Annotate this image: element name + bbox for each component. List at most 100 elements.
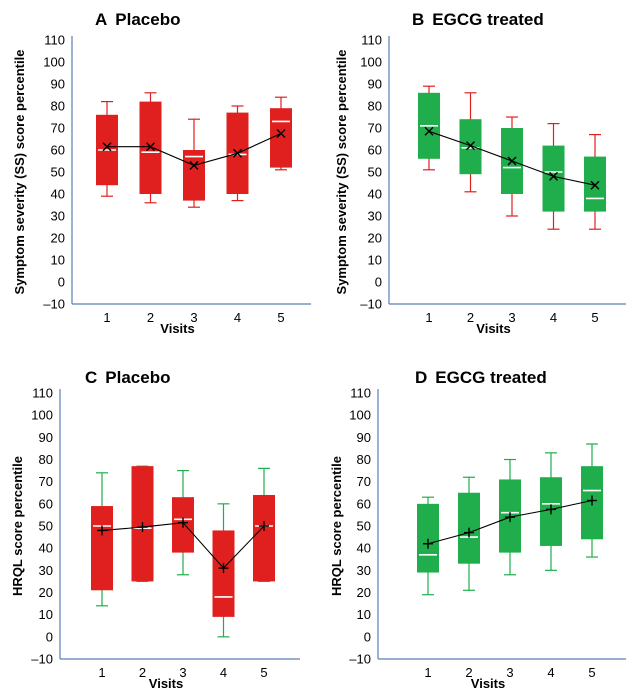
panel-a: A Placebo –10 0 10 20 30 40 50 60 70 80 90 100 110 1 2 3 4… (12, 10, 311, 336)
mean-marker (423, 538, 433, 549)
box-visit-3 (501, 116, 523, 217)
y-tick-label: 0 (58, 275, 65, 290)
y-tick-label: 40 (51, 187, 65, 202)
x-axis-label: Visits (149, 676, 183, 691)
box-visit-1 (91, 472, 113, 607)
y-tick-label: 30 (51, 209, 65, 224)
box-iqr (459, 119, 482, 175)
y-tick-label: 40 (368, 187, 382, 202)
y-tick-label: 20 (357, 585, 371, 600)
x-tick-label: 5 (260, 665, 267, 680)
y-tick-label: 20 (368, 231, 382, 246)
y-tick-label: –10 (31, 652, 53, 667)
mean-marker (137, 522, 148, 533)
box-iqr (139, 101, 162, 194)
y-tick-label: 110 (44, 33, 65, 48)
box-iqr (417, 503, 439, 573)
y-axis-label: Symptom severity (SS) score percentile (334, 50, 349, 295)
x-tick-label: 2 (147, 310, 154, 325)
mean-marker (178, 517, 188, 528)
y-tick-label: 50 (357, 519, 371, 534)
x-axis-label: Visits (471, 676, 505, 691)
x-tick-label: 2 (467, 310, 474, 325)
box-visit-5 (270, 96, 292, 171)
x-tick-label: 3 (190, 310, 197, 325)
panel-letter: B (412, 10, 424, 29)
y-tick-label: 90 (39, 430, 53, 445)
panel-title-text: EGCG treated (432, 10, 543, 29)
y-tick-label: 70 (39, 474, 53, 489)
x-tick-label: 4 (220, 665, 227, 680)
y-tick-label: 90 (51, 77, 65, 92)
y-tick-label: 70 (51, 121, 65, 136)
box-visit-1 (418, 85, 440, 171)
mean-marker (587, 495, 597, 506)
box-visit-2 (139, 92, 162, 204)
mean-marker (505, 512, 515, 523)
y-tick-label: –10 (349, 652, 371, 667)
y-axis-label: Symptom severity (SS) score percentile (12, 50, 27, 295)
y-tick-label: –10 (43, 297, 65, 312)
mean-marker (233, 148, 242, 158)
y-tick-label: 90 (357, 430, 371, 445)
panel-c: C Placebo –10 0 10 20 30 40 50 60 70 80 90 100 110 1 2 3 4… (10, 368, 300, 691)
mean-marker (507, 156, 517, 166)
x-tick-label: 3 (179, 665, 186, 680)
mean-marker (590, 180, 600, 190)
panel-d: D EGCG treated–10010203040506070809010011… (329, 368, 626, 691)
box-visit-2 (459, 92, 482, 193)
y-tick-label: 30 (357, 563, 371, 578)
box-iqr (253, 494, 275, 582)
y-axis-label: HRQL score percentile (10, 456, 25, 596)
y-tick-label: 100 (31, 408, 53, 423)
x-axis-label: Visits (160, 321, 194, 336)
y-tick-label: 0 (375, 275, 382, 290)
box-iqr (183, 150, 205, 201)
y-tick-label: 40 (39, 541, 53, 556)
y-tick-label: 90 (368, 77, 382, 92)
x-tick-label: 4 (550, 310, 557, 325)
y-tick-label: 60 (51, 143, 65, 158)
mean-marker (424, 126, 434, 136)
panel-title-text: EGCG treated (435, 368, 546, 387)
panel-title: B EGCG treated (412, 10, 544, 29)
y-axis-label: HRQL score percentile (329, 456, 344, 596)
y-tick-label: 60 (368, 143, 382, 158)
panel-title: D EGCG treated (415, 368, 547, 387)
box-visit-5 (584, 134, 606, 230)
x-tick-label: 3 (506, 665, 513, 680)
box-visit-1 (96, 100, 118, 197)
mean-marker (549, 171, 558, 181)
y-tick-label: 100 (360, 55, 382, 70)
y-tick-label: 110 (361, 33, 382, 48)
mean-marker (466, 141, 475, 151)
y-tick-label: 80 (39, 452, 53, 467)
y-tick-label: 70 (357, 474, 371, 489)
y-tick-label: 110 (350, 386, 371, 401)
y-tick-label: 50 (39, 519, 53, 534)
x-tick-label: 1 (98, 665, 105, 680)
y-tick-label: 60 (357, 496, 371, 511)
mean-marker (218, 563, 229, 574)
mean-marker (189, 160, 199, 170)
panel-title: A Placebo (95, 10, 180, 29)
x-tick-label: 5 (277, 310, 284, 325)
panel-b: B EGCG treated–10010203040506070809010011… (334, 10, 626, 336)
x-tick-label: 2 (465, 665, 472, 680)
panel-title-text: Placebo (115, 10, 180, 29)
y-tick-label: 30 (368, 209, 382, 224)
y-tick-label: 50 (51, 165, 65, 180)
panel-letter: A (95, 10, 107, 29)
x-tick-label: 1 (425, 310, 432, 325)
mean-marker (259, 521, 269, 531)
y-tick-label: 40 (357, 541, 371, 556)
box-iqr (270, 108, 292, 168)
mean-marker (102, 142, 112, 152)
mean-marker (546, 504, 556, 515)
mean-marker (276, 129, 286, 138)
y-tick-label: 10 (51, 253, 65, 268)
y-tick-label: 100 (349, 408, 371, 423)
y-tick-label: 50 (368, 165, 382, 180)
y-tick-label: 0 (46, 629, 53, 644)
mean-marker (464, 527, 474, 538)
